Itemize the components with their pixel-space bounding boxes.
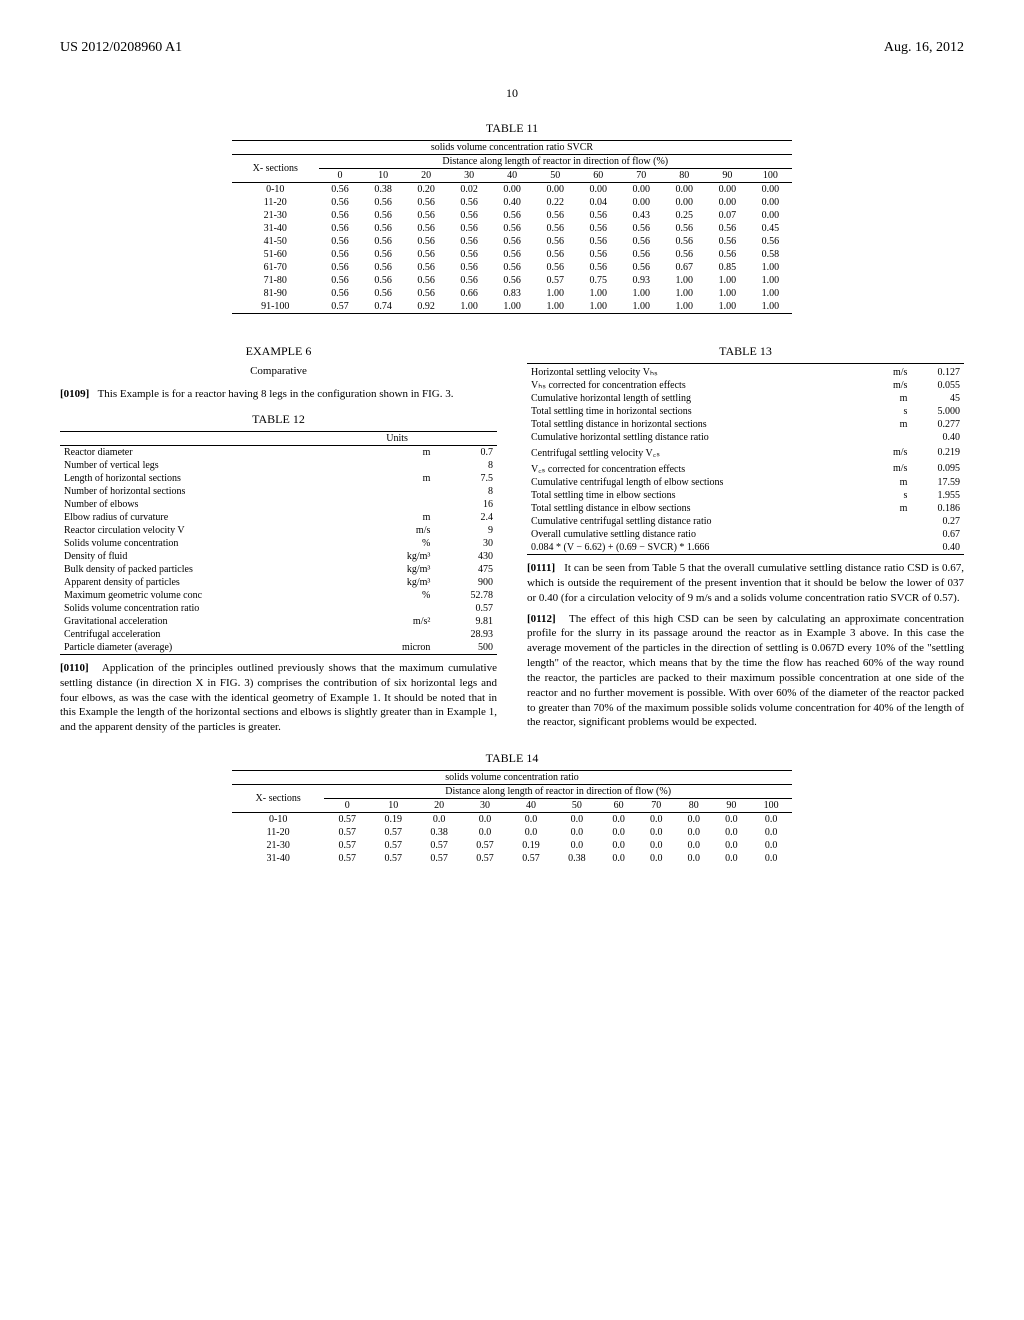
table14-title: TABLE 14 <box>60 751 964 766</box>
doc-id: US 2012/0208960 A1 <box>60 40 182 56</box>
table13: Horizontal settling velocity Vₕₛm/s0.127… <box>527 363 964 555</box>
doc-date: Aug. 16, 2012 <box>884 40 964 56</box>
left-column: EXAMPLE 6 Comparative [0109] This Exampl… <box>60 334 497 741</box>
right-column: TABLE 13 Horizontal settling velocity Vₕ… <box>527 334 964 741</box>
page-number: 10 <box>60 86 964 101</box>
para-0110: [0110] Application of the principles out… <box>60 661 497 735</box>
para-0112: [0112] The effect of this high CSD can b… <box>527 612 964 731</box>
para-0111: [0111] It can be seen from Table 5 that … <box>527 561 964 606</box>
example6-subtitle: Comparative <box>60 365 497 377</box>
table12-title: TABLE 12 <box>60 412 497 427</box>
example6-title: EXAMPLE 6 <box>60 344 497 359</box>
table13-title: TABLE 13 <box>527 344 964 359</box>
para-0109: [0109] This Example is for a reactor hav… <box>60 387 497 402</box>
page-header: US 2012/0208960 A1 Aug. 16, 2012 <box>60 40 964 56</box>
table14: solids volume concentration ratio X- sec… <box>232 770 792 865</box>
table11: solids volume concentration ratio SVCR X… <box>232 140 792 314</box>
table11-title: TABLE 11 <box>60 121 964 136</box>
table12: Units Reactor diameterm0.7Number of vert… <box>60 431 497 655</box>
